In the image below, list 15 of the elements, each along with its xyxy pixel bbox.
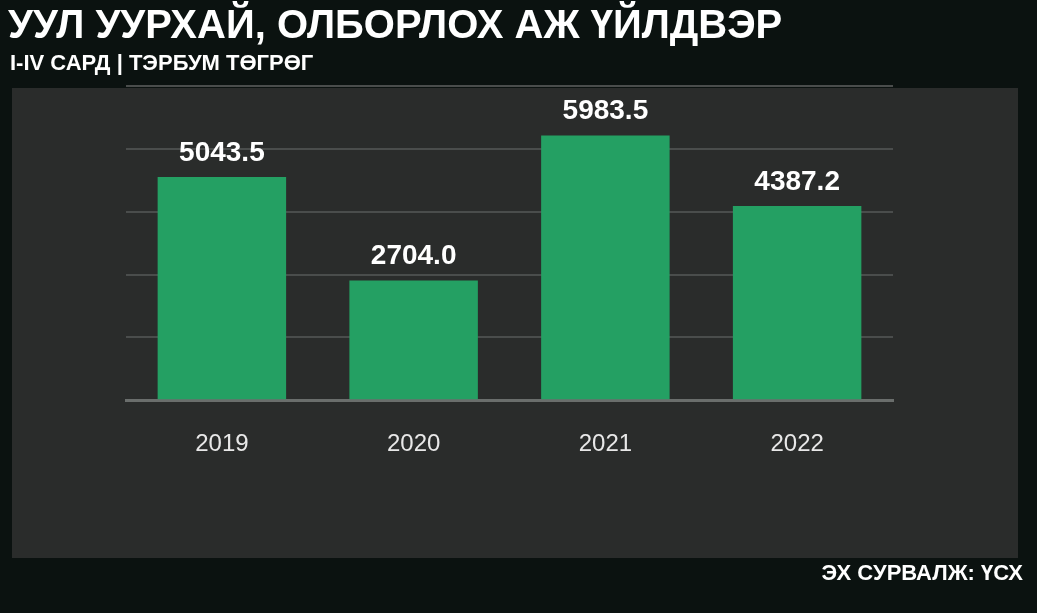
bar <box>349 280 478 400</box>
text: ЭХ СУРВАЛЖ: ҮСХ <box>821 560 1023 586</box>
x-tick-label: 2022 <box>770 429 824 457</box>
data-label: 5983.5 <box>562 94 649 126</box>
data-label: 5043.5 <box>179 135 265 167</box>
chart-subtitle: I-IV САРД | ТЭРБУМ ТӨГРӨГ <box>10 50 314 76</box>
data-label: 4387.2 <box>754 164 840 196</box>
data-label: 2704.0 <box>370 239 457 271</box>
x-tick-label: 2021 <box>578 429 633 457</box>
bar <box>732 206 862 400</box>
bar <box>157 177 287 400</box>
x-tick-label: 2020 <box>386 429 441 457</box>
chart-title: УУЛ УУРХАЙ, ОЛБОРЛОХ АЖ ҮЙЛДВЭР <box>8 2 783 47</box>
x-tick-label: 2019 <box>195 429 249 457</box>
bar <box>541 135 670 400</box>
